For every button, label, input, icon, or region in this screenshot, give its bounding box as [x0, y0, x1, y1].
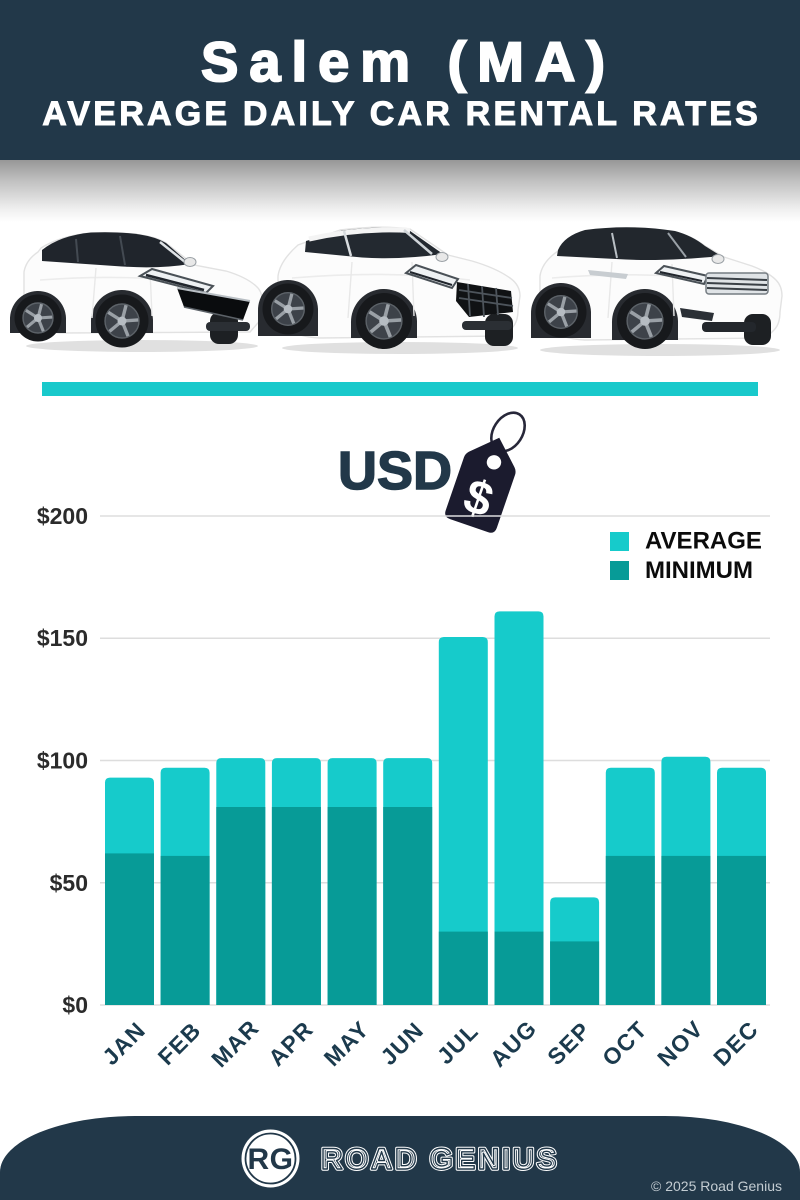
svg-text:$150: $150	[37, 625, 88, 651]
svg-text:AVERAGE: AVERAGE	[645, 528, 762, 555]
svg-text:JUL: JUL	[432, 1018, 484, 1070]
svg-text:JUN: JUN	[375, 1017, 428, 1070]
svg-text:$50: $50	[50, 870, 88, 896]
svg-text:SEP: SEP	[542, 1017, 595, 1070]
svg-text:MINIMUM: MINIMUM	[645, 557, 753, 584]
svg-text:MAR: MAR	[206, 1014, 264, 1072]
svg-text:DEC: DEC	[708, 1016, 763, 1071]
svg-text:MAY: MAY	[319, 1016, 375, 1072]
svg-text:RG: RG	[248, 1143, 294, 1176]
svg-text:ROAD GENIUS: ROAD GENIUS	[321, 1143, 559, 1176]
svg-text:AUG: AUG	[485, 1015, 542, 1072]
svg-text:FEB: FEB	[153, 1017, 206, 1070]
svg-text:$200: $200	[37, 503, 88, 529]
svg-text:ROAD GENIUS: ROAD GENIUS	[321, 1143, 559, 1176]
svg-text:$100: $100	[37, 748, 88, 774]
svg-text:JAN: JAN	[97, 1017, 150, 1070]
svg-text:OCT: OCT	[597, 1016, 652, 1071]
svg-text:APR: APR	[263, 1016, 318, 1071]
svg-text:$0: $0	[62, 992, 88, 1018]
svg-text:NOV: NOV	[652, 1015, 708, 1071]
